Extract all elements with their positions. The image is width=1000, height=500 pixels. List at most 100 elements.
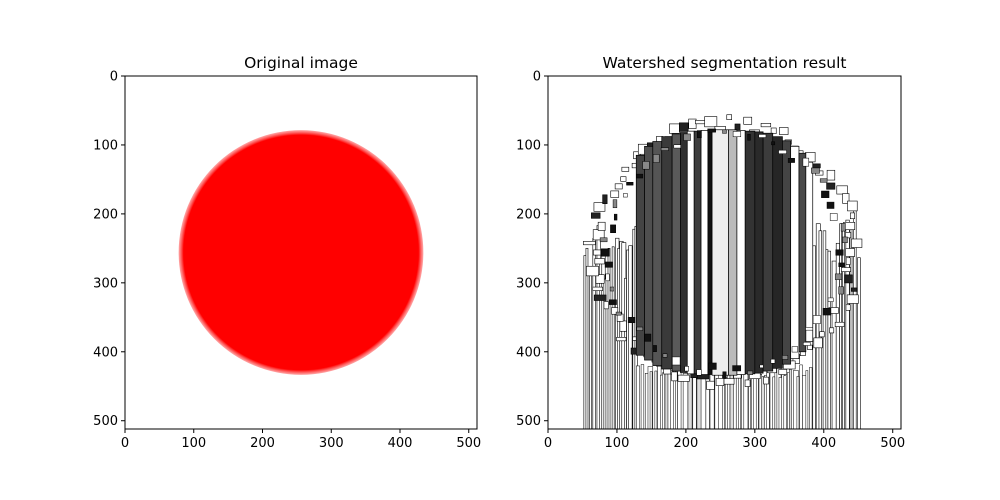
- segment-region: [616, 337, 627, 342]
- segment-region: [803, 341, 811, 346]
- segment-region: [696, 369, 702, 376]
- segment-region: [707, 128, 716, 133]
- segment-region: [845, 304, 851, 311]
- segment-region: [812, 315, 821, 324]
- panel1-y-axis: 0 100 200 300 400 500: [93, 70, 125, 429]
- segment-band: [762, 132, 774, 372]
- segment-region: [813, 337, 823, 349]
- segment-region: [841, 267, 852, 272]
- segment-region: [829, 327, 835, 334]
- panel-original-image: Original image 0 100 200 300 400 500 0 100 200 3…: [93, 54, 481, 451]
- segment-region: [636, 326, 644, 331]
- segment-region: [770, 358, 776, 364]
- segment-region: [677, 374, 690, 382]
- segment-region: [585, 247, 589, 429]
- segment-region: [845, 219, 850, 429]
- segment-region: [706, 380, 715, 390]
- segment-region: [586, 265, 599, 277]
- segment-region: [743, 116, 753, 125]
- segment-band: [686, 130, 695, 375]
- segment-region: [671, 371, 678, 382]
- x-tick-label: 200: [673, 436, 698, 451]
- segment-region: [732, 131, 742, 138]
- segment-region: [819, 331, 825, 338]
- segment-region: [624, 277, 627, 429]
- segment-region: [829, 213, 838, 221]
- segment-region: [601, 248, 610, 257]
- segment-region: [594, 258, 605, 265]
- segment-band: [680, 132, 688, 373]
- segment-region: [821, 190, 830, 198]
- segment-region: [727, 366, 731, 429]
- segment-band: [798, 152, 807, 353]
- segment-band: [728, 129, 738, 376]
- segment-band: [693, 130, 702, 375]
- segment-region: [845, 232, 852, 239]
- segment-band: [782, 140, 792, 365]
- segment-region: [608, 299, 617, 305]
- segment-region: [835, 249, 844, 256]
- segment-band: [772, 136, 783, 369]
- segment-region: [822, 230, 827, 429]
- segment-region: [722, 371, 727, 379]
- segment-region: [759, 364, 764, 369]
- segment-region: [826, 182, 836, 190]
- segment-region: [604, 261, 613, 268]
- segment-region: [593, 249, 602, 256]
- x-tick-label: 500: [880, 436, 905, 451]
- segment-region: [723, 378, 735, 385]
- segment-region: [583, 241, 596, 246]
- segment-region: [603, 278, 607, 429]
- segment-region: [778, 369, 788, 375]
- segment-region: [610, 190, 620, 198]
- segment-region: [771, 141, 776, 146]
- segment-region: [838, 286, 844, 295]
- segment-region: [782, 355, 789, 360]
- segment-region: [715, 378, 725, 386]
- segment-band: [707, 130, 713, 375]
- segment-region: [660, 147, 669, 151]
- x-tick-label: 100: [181, 436, 206, 451]
- y-tick-label: 100: [93, 138, 118, 153]
- segment-region: [772, 376, 776, 429]
- segment-region: [726, 114, 732, 120]
- segment-region: [636, 173, 644, 179]
- segment-region: [796, 376, 800, 429]
- x-tick-label: 200: [250, 436, 275, 451]
- segment-region: [722, 129, 727, 134]
- segment-band: [736, 130, 746, 375]
- panel1-title: Original image: [244, 54, 358, 72]
- panel2-x-axis: 0 100 200 300 400 500: [544, 429, 905, 451]
- segment-region: [605, 273, 610, 282]
- segment-region: [845, 248, 855, 257]
- segment-region: [819, 178, 828, 183]
- segment-region: [787, 158, 795, 163]
- segment-region: [607, 248, 611, 429]
- red-circle: [178, 130, 424, 375]
- segment-region: [684, 366, 689, 372]
- segment-region: [758, 374, 762, 429]
- panel-watershed-result: Watershed segmentation result 0 100 200 300…: [516, 54, 905, 451]
- panel2-y-axis: 0 100 200 300 400 500: [516, 70, 548, 429]
- segment-region: [836, 185, 848, 195]
- segment-region: [799, 364, 803, 429]
- segment-region: [791, 346, 799, 353]
- segment-region: [615, 311, 622, 316]
- x-tick-label: 500: [456, 436, 481, 451]
- segment-region: [738, 370, 741, 429]
- segment-region: [846, 294, 859, 304]
- segment-region: [842, 227, 845, 429]
- segment-region: [747, 134, 751, 141]
- segment-region: [654, 370, 658, 429]
- segment-region: [662, 372, 665, 429]
- segment-region: [589, 275, 592, 429]
- segment-region: [593, 294, 607, 301]
- x-tick-label: 400: [811, 436, 836, 451]
- segment-region: [770, 127, 777, 134]
- y-tick-label: 500: [93, 414, 118, 429]
- x-tick-label: 100: [605, 436, 630, 451]
- segment-region: [822, 307, 832, 316]
- segment-region: [835, 242, 840, 429]
- segment-region: [672, 356, 681, 366]
